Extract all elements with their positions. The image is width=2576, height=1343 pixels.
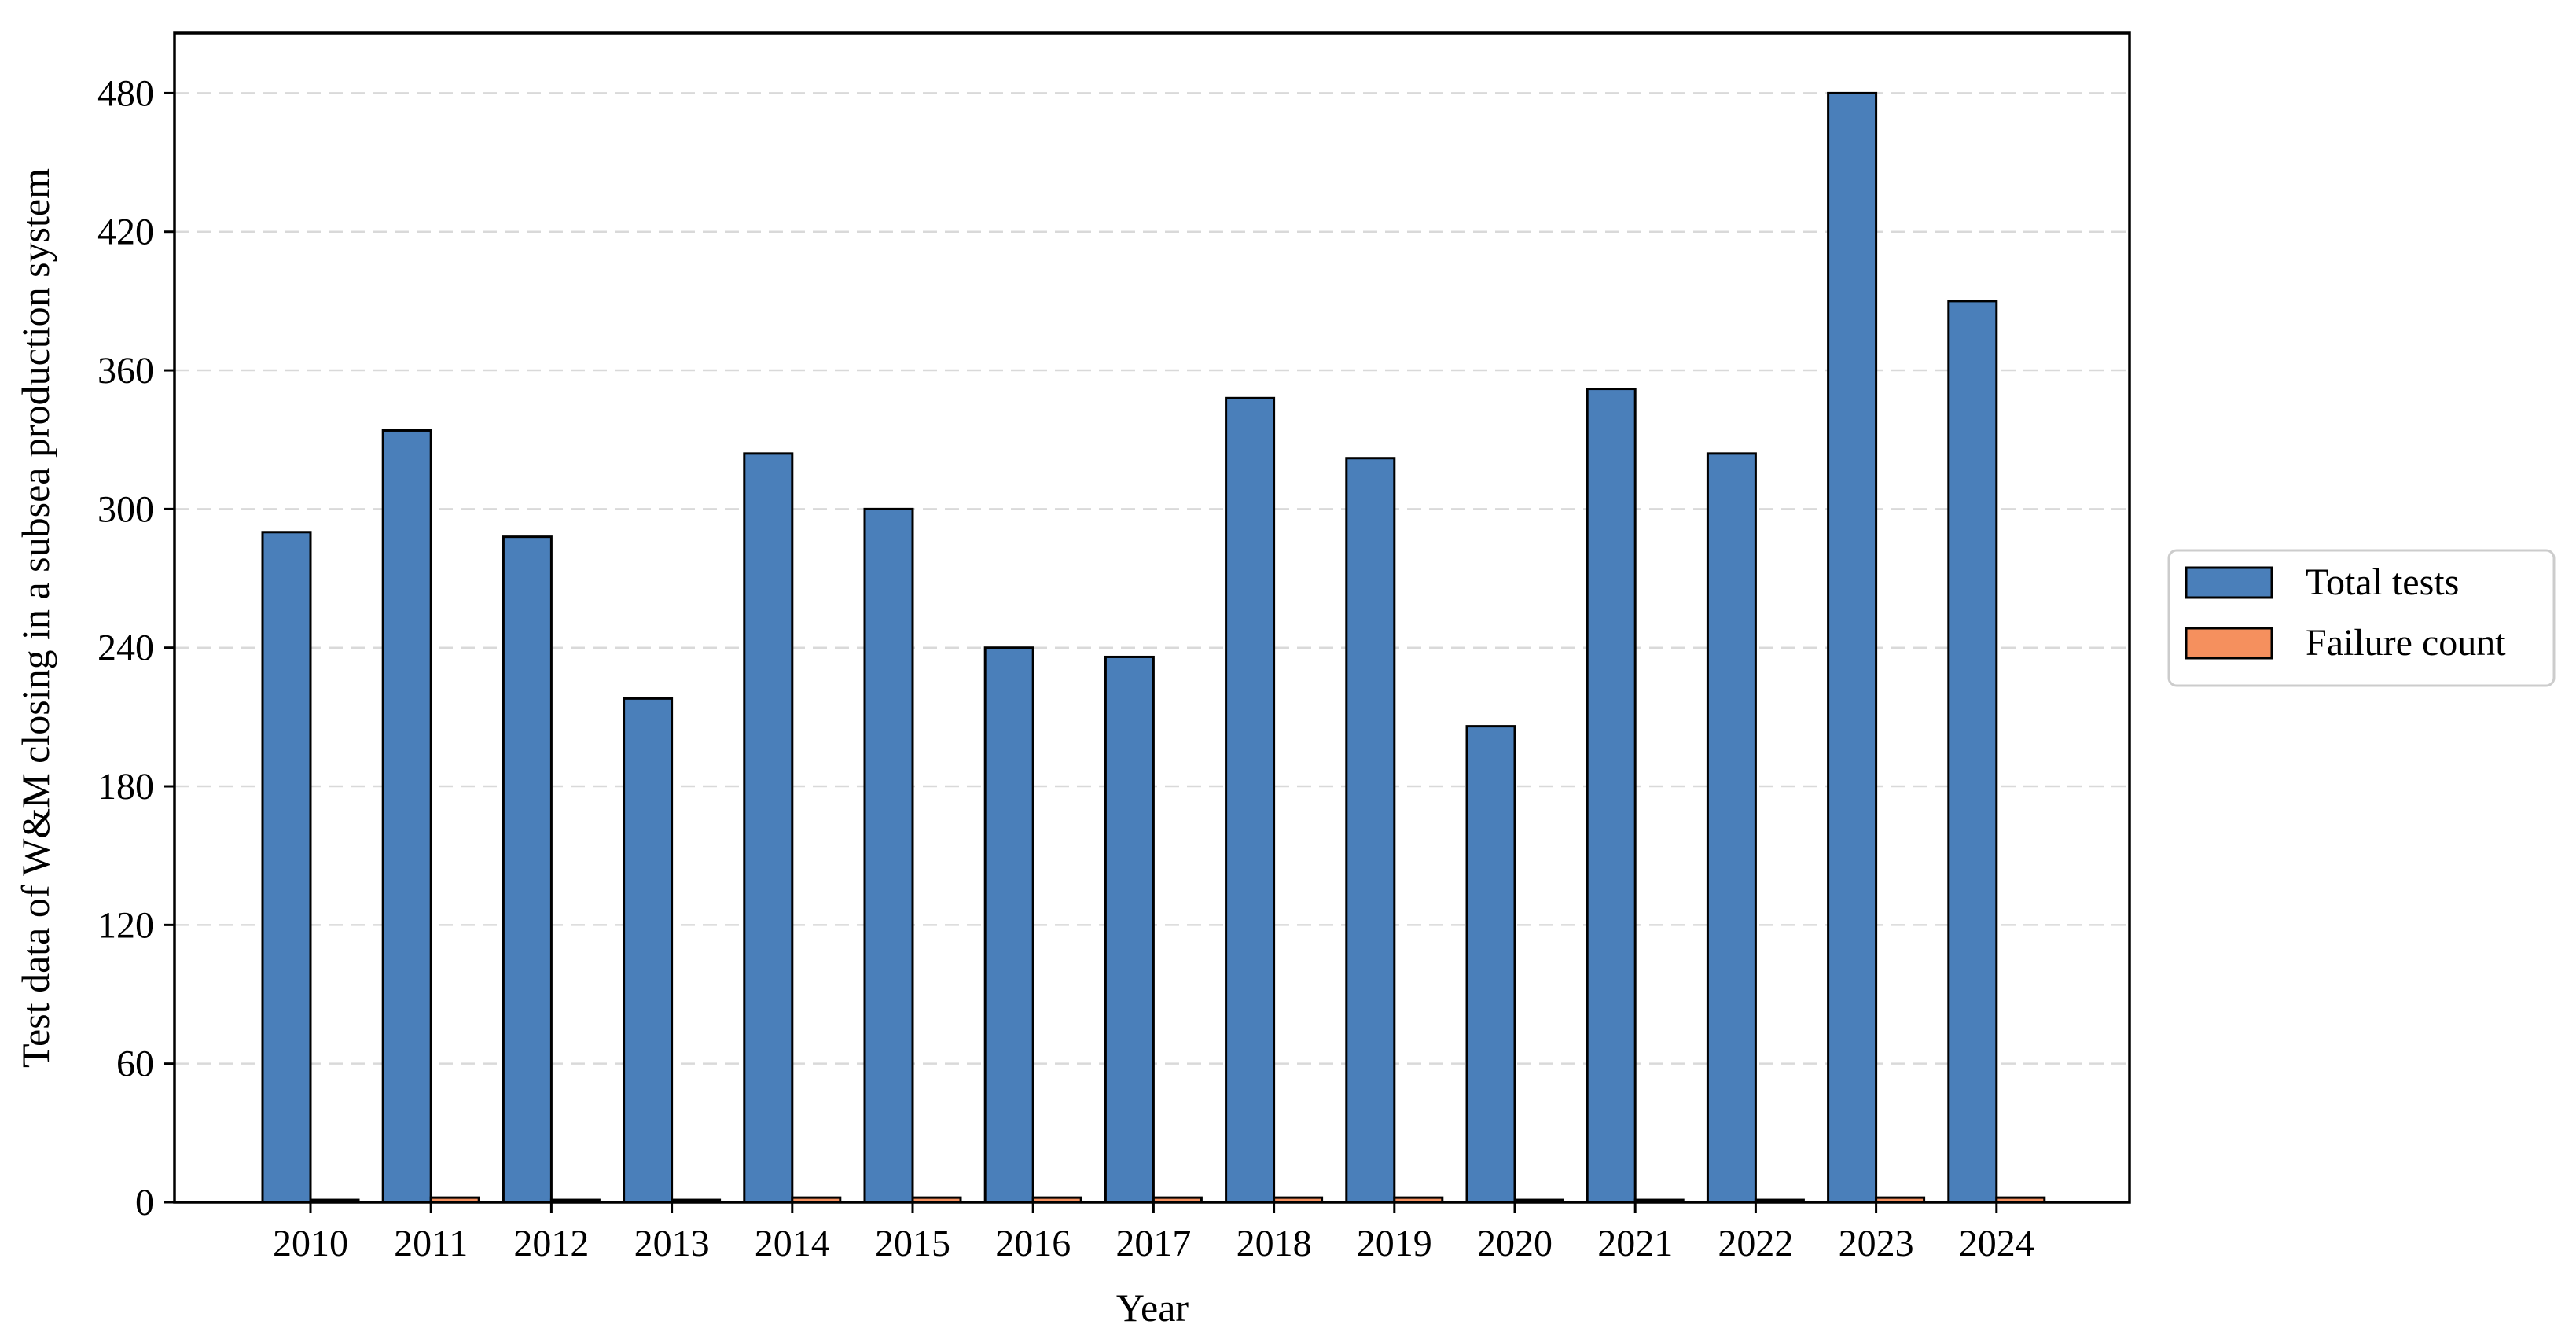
y-tick-label: 180 bbox=[97, 766, 154, 808]
x-tick-label: 2022 bbox=[1718, 1223, 1793, 1264]
x-tick-label: 2023 bbox=[1839, 1223, 1914, 1264]
legend-swatch-total-tests bbox=[2185, 566, 2273, 599]
x-axis-ticks: 2010 2011 2012 2013 2014 2015 2016 2017 2018 2019… bbox=[273, 1202, 2034, 1264]
y-tick-label: 480 bbox=[97, 72, 154, 114]
bar-total-tests-2020 bbox=[1465, 725, 1516, 1204]
bar-total-tests-2021 bbox=[1586, 388, 1637, 1204]
x-tick-label: 2013 bbox=[634, 1223, 710, 1264]
y-tick-label: 120 bbox=[97, 904, 154, 946]
y-tick-label: 60 bbox=[116, 1043, 154, 1085]
x-tick-label: 2016 bbox=[995, 1223, 1071, 1264]
bar-total-tests-2017 bbox=[1104, 655, 1155, 1204]
plot-frame bbox=[173, 31, 2131, 1204]
bar-total-tests-2024 bbox=[1947, 300, 1998, 1204]
y-tick-label: 0 bbox=[135, 1182, 154, 1223]
x-tick-label: 2024 bbox=[1959, 1223, 2034, 1264]
legend-label-failure-count: Failure count bbox=[2306, 622, 2506, 664]
x-tick-label: 2015 bbox=[875, 1223, 950, 1264]
legend-swatch-failure-count bbox=[2185, 627, 2273, 660]
y-tick-label: 420 bbox=[97, 212, 154, 253]
x-tick-label: 2011 bbox=[394, 1223, 468, 1264]
x-tick-label: 2020 bbox=[1477, 1223, 1553, 1264]
x-tick-label: 2010 bbox=[273, 1223, 348, 1264]
y-tick-label: 360 bbox=[97, 350, 154, 392]
bar-total-tests-2016 bbox=[983, 646, 1034, 1204]
bar-total-tests-2014 bbox=[743, 452, 794, 1204]
bar-total-tests-2013 bbox=[623, 697, 674, 1204]
bar-total-tests-2019 bbox=[1345, 457, 1396, 1204]
legend-label-total-tests: Total tests bbox=[2306, 561, 2459, 603]
x-tick-label: 2014 bbox=[755, 1223, 830, 1264]
bar-total-tests-2023 bbox=[1827, 91, 1878, 1204]
bar-total-tests-2012 bbox=[502, 535, 553, 1204]
x-tick-label: 2021 bbox=[1597, 1223, 1673, 1264]
y-tick-label: 240 bbox=[97, 627, 154, 669]
legend: Total tests Failure count bbox=[2167, 549, 2556, 687]
y-tick-label: 300 bbox=[97, 488, 154, 530]
y-axis-title: Test data of W&M closing in a subsea pro… bbox=[13, 168, 57, 1068]
bar-total-tests-2015 bbox=[863, 507, 914, 1204]
x-axis-title: Year bbox=[1116, 1286, 1189, 1330]
x-tick-label: 2019 bbox=[1357, 1223, 1432, 1264]
bar-total-tests-2018 bbox=[1225, 396, 1276, 1204]
bar-total-tests-2011 bbox=[381, 429, 432, 1204]
y-axis-ticks: 0 60 120 180 240 300 360 420 480 bbox=[97, 72, 175, 1223]
x-tick-label: 2018 bbox=[1237, 1223, 1312, 1264]
x-tick-label: 2012 bbox=[513, 1223, 589, 1264]
bar-total-tests-2010 bbox=[261, 531, 312, 1204]
bar-total-tests-2022 bbox=[1706, 452, 1757, 1204]
x-tick-label: 2017 bbox=[1115, 1223, 1191, 1264]
